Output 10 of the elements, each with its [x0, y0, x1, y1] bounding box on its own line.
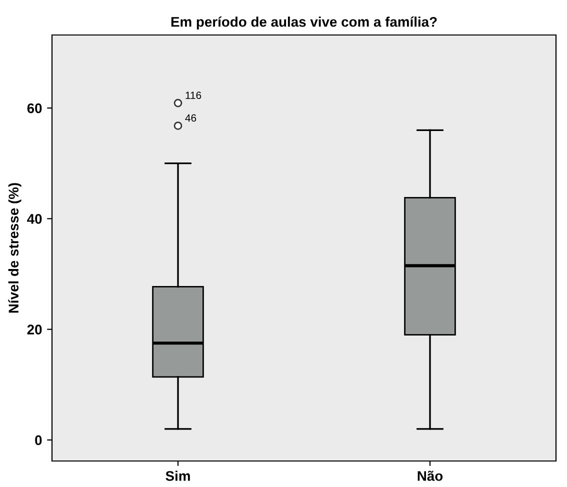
y-tick-label: 0 — [35, 435, 42, 446]
annotation: 46 — [185, 114, 196, 122]
annotation: 116 — [186, 92, 202, 99]
y-tick-label: 60 — [27, 103, 42, 114]
y-axis-title: Nível de stresse (%) — [8, 183, 22, 313]
chart-title: Em período de aulas vive com a família? — [171, 16, 437, 30]
x-tick-label: Não — [418, 470, 443, 481]
y-tick-label: 40 — [27, 214, 42, 224]
y-tick-label: 20 — [27, 324, 42, 334]
x-tick-label: Sim — [166, 470, 190, 481]
